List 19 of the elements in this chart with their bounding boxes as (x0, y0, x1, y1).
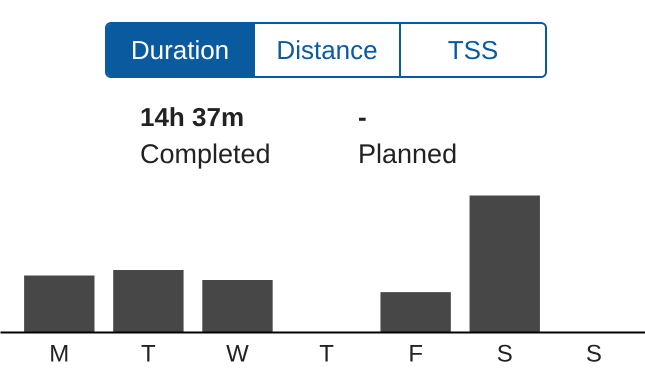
text: 14h 37m (140, 101, 246, 134)
text: Duration (107, 24, 253, 76)
bar (113, 270, 184, 332)
bar (380, 292, 451, 332)
bar (24, 276, 94, 332)
x-tick-label: M (49, 340, 70, 368)
bar (202, 280, 273, 332)
x-tick-label: S (586, 340, 602, 368)
text: TSS (399, 24, 545, 76)
x-tick-label: W (226, 340, 250, 368)
bar (470, 196, 540, 332)
x-tick-label: F (408, 340, 423, 368)
text: Completed (140, 138, 272, 171)
x-tick-label: T (141, 340, 156, 368)
x-tick-label: S (496, 340, 513, 368)
text: Distance (253, 24, 399, 76)
text: - (358, 101, 368, 134)
x-tick-label: T (319, 340, 334, 368)
text: Planned (358, 138, 458, 171)
